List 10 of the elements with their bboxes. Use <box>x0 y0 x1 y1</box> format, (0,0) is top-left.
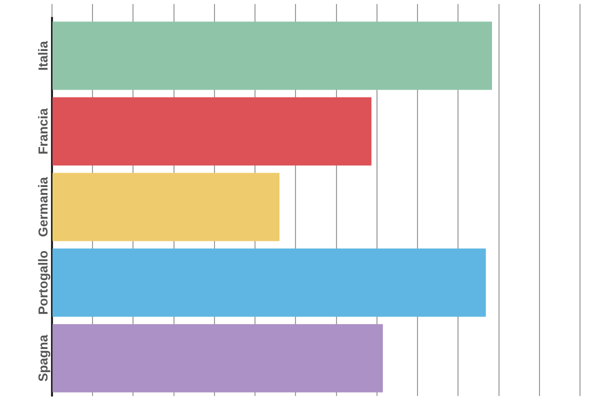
y-tick-label: Italia <box>36 40 51 71</box>
bar <box>52 22 492 90</box>
bar <box>52 97 372 166</box>
bar <box>52 172 280 242</box>
y-tick-label: Spagna <box>36 334 51 382</box>
bar <box>52 248 486 317</box>
y-tick-label: Portogallo <box>36 250 51 315</box>
y-tick-label: Francia <box>36 108 51 155</box>
bar <box>52 324 383 392</box>
y-tick-label: Germania <box>36 176 51 237</box>
